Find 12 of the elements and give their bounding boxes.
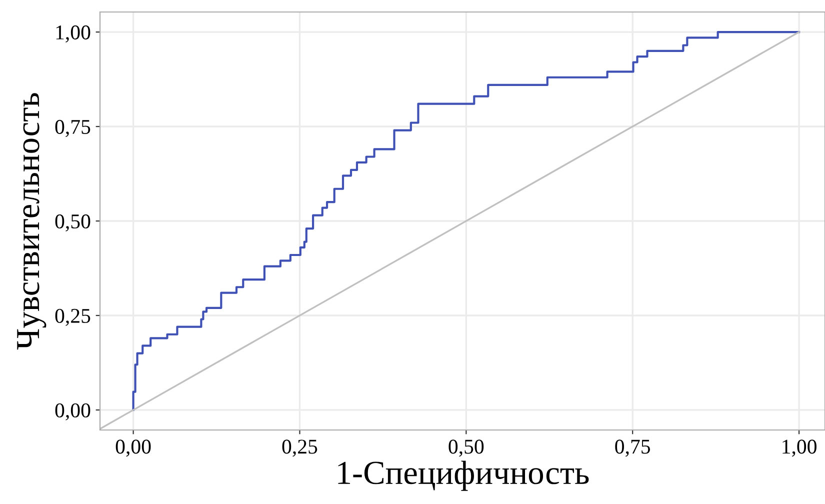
y-tick-label: 0,75 [55,120,90,137]
x-tick-label: 1,00 [782,440,816,457]
x-tick-label: 0,00 [116,440,151,457]
x-tick-label: 0,25 [282,440,318,457]
y-tick-label: 0,25 [55,308,90,326]
x-tick-label: 0,75 [615,440,650,457]
x-tick-label: 0,50 [448,440,484,457]
x-axis-title: 1-Специфичность [338,460,589,491]
y-tick-label: 0,50 [55,214,90,232]
y-tick-label: 0,00 [55,403,90,420]
y-tick-label: 1,00 [56,25,90,42]
y-axis-title: Чувствительность [17,93,46,350]
